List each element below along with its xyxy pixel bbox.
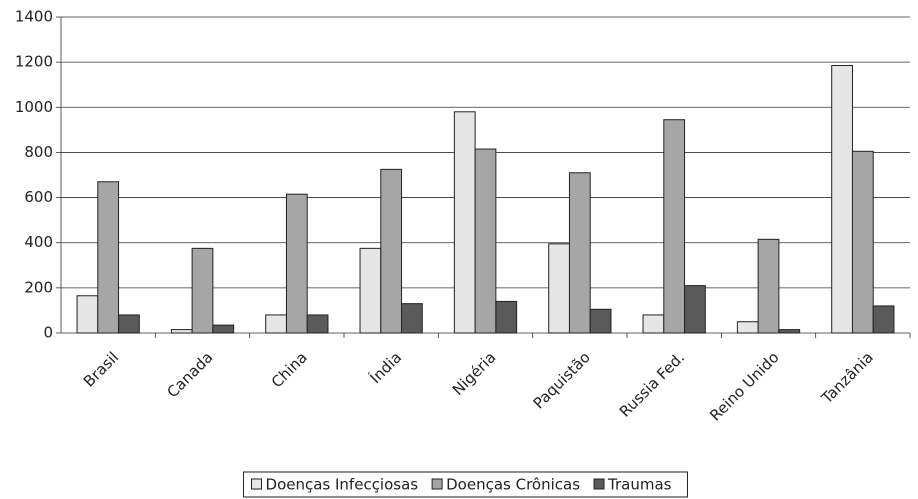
bar: [191, 247, 214, 334]
y-tick-label: 600: [24, 188, 53, 206]
bar: [401, 303, 423, 334]
bar: [359, 247, 382, 334]
bar: [453, 111, 476, 334]
legend-box: [243, 471, 688, 498]
bar: [663, 119, 686, 334]
bar: [851, 150, 874, 334]
bar: [474, 148, 497, 334]
bar: [568, 172, 591, 334]
x-tick-label: Nigéria: [449, 348, 500, 399]
x-tick-label: Paquistão: [530, 348, 594, 412]
y-tick-label: 800: [24, 143, 53, 161]
legend-swatch: [593, 478, 605, 490]
bar: [285, 193, 308, 334]
x-tick-label: Índia: [366, 348, 405, 387]
x-tick-label: Tanzânia: [817, 348, 877, 408]
y-tick-label: 1200: [15, 53, 53, 71]
x-tick-label: Reino Unido: [706, 348, 782, 424]
x-tick-label: China: [268, 348, 311, 391]
bar: [118, 314, 140, 334]
bar: [97, 181, 120, 334]
y-tick-label: 0: [43, 324, 53, 342]
bar: [757, 238, 780, 334]
bar: [380, 168, 403, 334]
y-tick-label: 200: [24, 278, 53, 296]
bar: [76, 295, 99, 334]
x-tick-label: Brasil: [80, 348, 122, 390]
bar: [170, 329, 193, 334]
bar: [265, 314, 287, 334]
bar: [306, 314, 329, 334]
y-tick-label: 1000: [15, 98, 53, 116]
bar: [589, 308, 612, 334]
bar: [212, 324, 235, 334]
bar: [642, 314, 665, 334]
x-tick-label: Russia Fed.: [616, 348, 688, 420]
y-tick-label: 400: [24, 233, 53, 251]
bar: [684, 285, 706, 334]
legend-label: Traumas: [607, 476, 672, 494]
bar: [872, 305, 895, 334]
legend-label: Doenças Infecçiosas: [266, 476, 419, 494]
legend-swatch: [431, 478, 443, 490]
bar: [831, 65, 853, 334]
x-tick-label: Canada: [163, 348, 216, 401]
legend-swatch: [251, 478, 263, 490]
legend: Doenças Infecçiosas Doenças Crônicas Traum…: [243, 471, 688, 498]
bar: [736, 321, 759, 334]
bar: [778, 329, 801, 334]
legend-label: Doenças Crônicas: [446, 476, 580, 494]
bar: [548, 243, 570, 334]
y-tick-label: 1400: [15, 8, 53, 26]
bar: [495, 300, 518, 334]
